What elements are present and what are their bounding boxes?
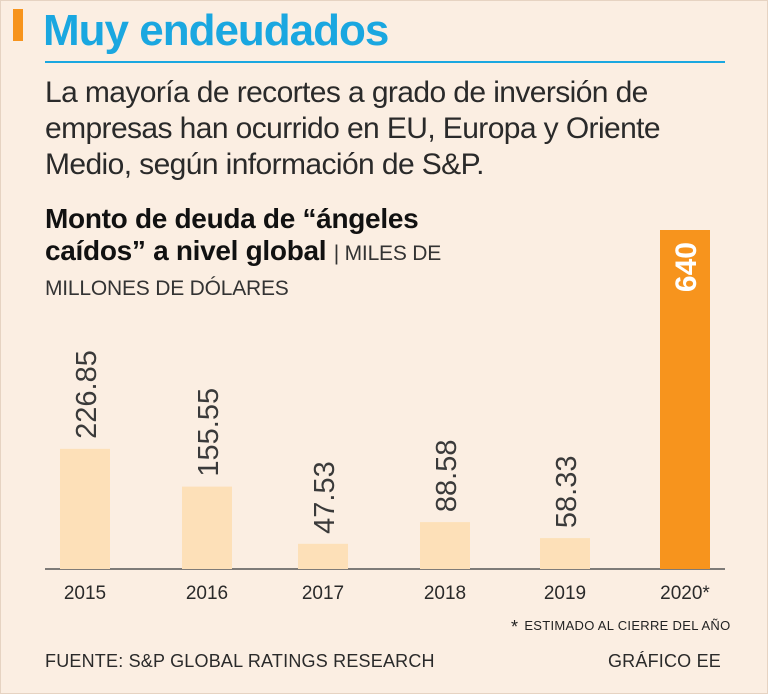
title-divider xyxy=(45,61,725,63)
data-label-2016: 155.55 xyxy=(193,388,225,477)
data-label-2018: 88.58 xyxy=(431,440,463,513)
data-label-2020: 640 xyxy=(670,242,703,292)
bar-2017 xyxy=(298,543,348,569)
x-tick-label-2015: 2015 xyxy=(64,583,106,604)
x-tick-label-2016: 2016 xyxy=(186,583,228,604)
x-tick-label-2018: 2018 xyxy=(424,583,466,604)
x-tick-label-2017: 2017 xyxy=(302,583,344,604)
chart-title: Monto de deuda de “ángeles caídos” a niv… xyxy=(45,203,419,266)
footnote: * ESTIMADO AL CIERRE DEL AÑO xyxy=(511,617,731,638)
accent-bar xyxy=(13,9,23,41)
chart-unit-label: | MILES DE MILLONES DE DÓLARES xyxy=(45,242,442,300)
footnote-text: ESTIMADO AL CIERRE DEL AÑO xyxy=(524,618,731,633)
page-title: Muy endeudados xyxy=(43,6,389,55)
bar-2018 xyxy=(420,522,470,569)
bar-2016 xyxy=(182,486,232,569)
footnote-mark: * xyxy=(511,617,519,637)
bar-2020 xyxy=(660,230,710,569)
data-label-2015: 226.85 xyxy=(71,350,103,439)
data-label-2019: 58.33 xyxy=(551,456,583,529)
chart-title-block: Monto de deuda de “ángeles caídos” a niv… xyxy=(45,203,505,305)
subtitle: La mayoría de recortes a grado de invers… xyxy=(45,76,661,181)
data-label-2017: 47.53 xyxy=(309,461,341,534)
x-tick-label-2019: 2019 xyxy=(544,583,586,604)
bar-2015 xyxy=(60,448,110,569)
bar-2019 xyxy=(540,538,590,569)
graphic-credit: GRÁFICO EE xyxy=(607,651,721,671)
x-tick-label-2020: 2020* xyxy=(660,583,710,604)
source-note: FUENTE: S&P GLOBAL RATINGS RESEARCH xyxy=(45,651,435,671)
